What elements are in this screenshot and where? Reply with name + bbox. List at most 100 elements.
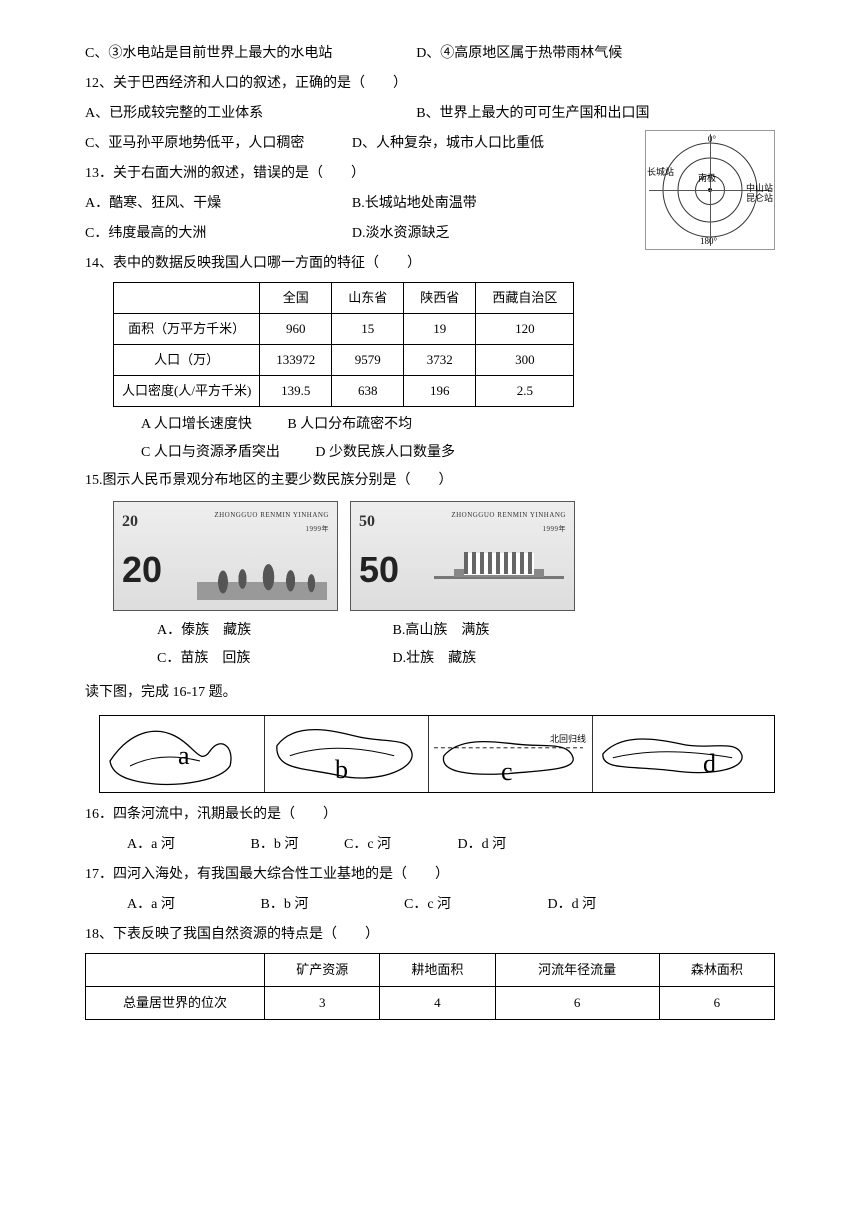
q14-cd: C 人口与资源矛盾突出 D 少数民族人口数量多 [85,439,775,467]
q12-stem: 12、关于巴西经济和人口的叙述，正确的是（ ） [85,70,775,98]
river-b-icon: b [264,716,424,792]
q15-d: D.壮族 藏族 [393,645,477,673]
river-c-icon: c 北回归线 [428,716,588,792]
q18-table: 矿产资源 耕地面积 河流年径流量 森林面积 总量居世界的位次 3 4 6 6 [85,953,775,1020]
q14-h2: 山东省 [332,283,404,314]
q18-r1: 3 [265,987,380,1020]
q16-a: A．a 河 [127,831,247,859]
q14-r2c0: 人口密度(人/平方千米) [114,376,260,407]
q12-d: D、人种复杂，城市人口比重低 [352,130,544,158]
q17-d: D．d 河 [548,897,597,912]
q18-r2: 4 [380,987,495,1020]
q14-table: 全国 山东省 陕西省 西藏自治区 面积（万平方千米） 960 15 19 120… [113,282,574,407]
q14-r2c2: 638 [332,376,404,407]
q13-block: C、亚马孙平原地势低平，人口稠密 D、人种复杂，城市人口比重低 13．关于右面大… [85,130,775,250]
q14-ab: A 人口增长速度快 B 人口分布疏密不均 [85,411,775,439]
q15-b: B.高山族 满族 [393,617,490,645]
q14-c: C 人口与资源矛盾突出 [141,439,280,467]
q18-h1: 矿产资源 [265,954,380,987]
q11-options-cd: C、③水电站是目前世界上最大的水电站 D、④高原地区属于热带雨林气候 [85,40,775,68]
q14-stem: 14、表中的数据反映我国人口哪一方面的特征（ ） [85,250,775,278]
q14-r1c0: 人口（万） [114,345,260,376]
q14-r0c3: 19 [404,314,476,345]
q13-a: A．酷寒、狂风、干燥 [85,190,352,218]
q18-h3: 河流年径流量 [495,954,659,987]
q11-d: D、④高原地区属于热带雨林气候 [416,40,622,68]
q14-b: B 人口分布疏密不均 [287,411,412,439]
bill50-bank: ZHONGGUO RENMIN YINHANG [451,511,566,519]
q13-d: D.淡水资源缺乏 [352,220,450,248]
river-a-label: a [178,730,190,782]
q14-r1c3: 3732 [404,345,476,376]
q15-c: C．苗族 回族 [157,645,357,673]
q14-h4: 西藏自治区 [476,283,574,314]
antarctica-map-icon: 0° 长城站 南极 中山站 昆仑站 180° [645,130,775,250]
q14-h1: 全国 [260,283,332,314]
q12-c: C、亚马孙平原地势低平，人口稠密 [85,130,352,158]
q18-h2: 耕地面积 [380,954,495,987]
q17-c: C．c 河 [404,891,544,919]
q15-stem: 15.图示人民币景观分布地区的主要少数民族分别是（ ） [85,467,775,495]
q14-r1c1: 133972 [260,345,332,376]
bill50-year: 1999年 [543,525,567,533]
q17-stem: 17．四河入海处，有我国最大综合性工业基地的是（ ） [85,861,775,889]
q16-b: B．b 河 [251,831,341,859]
q15-cd: C．苗族 回族 D.壮族 藏族 [85,645,775,673]
q11-c: C、③水电站是目前世界上最大的水电站 [85,40,416,68]
q14-h3: 陕西省 [404,283,476,314]
q15-ab: A．傣族 藏族 B.高山族 满族 [85,617,775,645]
q14-r1c2: 9579 [332,345,404,376]
q14-h0 [114,283,260,314]
river-figure: a b c 北回归线 d [99,715,775,793]
bill20-denom: 20 [122,534,162,606]
map-label-kl: 昆仑站 [746,189,773,207]
map-label-gc: 长城站 [647,163,674,181]
bill20-bank: ZHONGGUO RENMIN YINHANG [214,511,329,519]
tropic-label: 北回归线 [550,730,586,748]
q14-r0c2: 15 [332,314,404,345]
q12-cd: C、亚马孙平原地势低平，人口稠密 D、人种复杂，城市人口比重低 [85,130,641,158]
banknote-50-icon: 50 ZHONGGUO RENMIN YINHANG1999年 50 [350,501,575,611]
river-b-label: b [335,744,348,796]
q16-c: C．c 河 [344,831,454,859]
q14-r0c0: 面积（万平方千米） [114,314,260,345]
q13-c: C．纬度最高的大洲 [85,220,352,248]
q13-b: B.长城站地处南温带 [352,190,477,218]
q12-a: A、已形成较完整的工业体系 [85,100,416,128]
q14-a: A 人口增长速度快 [141,411,252,439]
bill20-year: 1999年 [306,525,330,533]
banknote-row: 20 ZHONGGUO RENMIN YINHANG1999年 20 50 ZH… [113,501,775,611]
river-d-icon: d [592,716,752,792]
q18-stem: 18、下表反映了我国自然资源的特点是（ ） [85,921,775,949]
q16-17-intro: 读下图，完成 16-17 题。 [85,679,775,707]
banknote-20-icon: 20 ZHONGGUO RENMIN YINHANG1999年 20 [113,501,338,611]
river-c-label: c [501,746,513,798]
q14-d: D 少数民族人口数量多 [315,439,455,467]
q15-a: A．傣族 藏族 [157,617,357,645]
q13-ab: A．酷寒、狂风、干燥 B.长城站地处南温带 [85,190,641,218]
map-label-np: 南极 [698,169,716,187]
q18-r3: 6 [495,987,659,1020]
bill50-denom: 50 [359,534,399,606]
river-d-label: d [703,738,716,790]
map-label-180: 180° [700,232,717,250]
q12-ab: A、已形成较完整的工业体系 B、世界上最大的可可生产国和出口国 [85,100,775,128]
q18-h0 [86,954,265,987]
q16-stem: 16．四条河流中，汛期最长的是（ ） [85,801,775,829]
q12-b: B、世界上最大的可可生产国和出口国 [416,100,649,128]
q18-h4: 森林面积 [659,954,774,987]
river-a-icon: a [100,716,260,792]
q14-r0c4: 120 [476,314,574,345]
q14-r2c3: 196 [404,376,476,407]
q18-r4: 6 [659,987,774,1020]
map-label-0: 0° [708,130,716,148]
q17-opts: A．a 河 B．b 河 C．c 河 D．d 河 [85,891,775,919]
q13-stem: 13．关于右面大洲的叙述，错误的是（ ） [85,160,641,188]
q16-d: D．d 河 [458,837,507,852]
q13-cd: C．纬度最高的大洲 D.淡水资源缺乏 [85,220,641,248]
q14-r2c1: 139.5 [260,376,332,407]
q14-r2c4: 2.5 [476,376,574,407]
q18-r0: 总量居世界的位次 [86,987,265,1020]
q14-r1c4: 300 [476,345,574,376]
q14-r0c1: 960 [260,314,332,345]
